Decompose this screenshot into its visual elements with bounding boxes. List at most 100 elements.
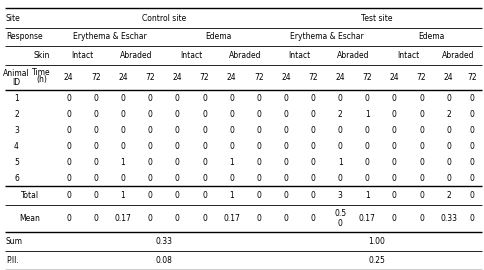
Text: 72: 72 (417, 73, 426, 82)
Text: Total: Total (21, 191, 39, 200)
Text: 0: 0 (392, 214, 397, 223)
Text: 0: 0 (93, 126, 98, 135)
Text: ID: ID (13, 78, 20, 87)
Text: 1: 1 (338, 158, 343, 167)
Text: 2: 2 (446, 191, 451, 200)
Text: 0: 0 (392, 191, 397, 200)
Text: 3: 3 (338, 191, 343, 200)
Text: 0: 0 (446, 142, 451, 151)
Text: 0: 0 (284, 174, 288, 183)
Text: 0.5: 0.5 (334, 209, 346, 218)
Text: 0: 0 (338, 174, 343, 183)
Text: 0: 0 (365, 174, 370, 183)
Text: 0: 0 (121, 110, 125, 119)
Text: 0: 0 (446, 174, 451, 183)
Text: 0: 0 (392, 110, 397, 119)
Text: 0: 0 (469, 191, 474, 200)
Text: 0: 0 (284, 214, 288, 223)
Text: 0: 0 (121, 142, 125, 151)
Text: 0: 0 (202, 174, 207, 183)
Text: 0: 0 (419, 174, 424, 183)
Text: P.II.: P.II. (6, 256, 18, 265)
Text: 1: 1 (365, 110, 370, 119)
Text: 1: 1 (229, 191, 234, 200)
Text: 72: 72 (254, 73, 263, 82)
Text: 0: 0 (469, 214, 474, 223)
Text: Abraded: Abraded (229, 51, 261, 60)
Text: 72: 72 (199, 73, 209, 82)
Text: Test site: Test site (361, 14, 393, 23)
Text: Time: Time (32, 68, 51, 77)
Text: 72: 72 (467, 73, 477, 82)
Text: Abraded: Abraded (121, 51, 153, 60)
Text: 0: 0 (66, 110, 71, 119)
Text: 0: 0 (365, 94, 370, 103)
Text: 0: 0 (419, 142, 424, 151)
Text: 0: 0 (148, 142, 152, 151)
Text: 2: 2 (446, 110, 451, 119)
Text: 1: 1 (121, 158, 125, 167)
Text: 0: 0 (311, 110, 316, 119)
Text: 0: 0 (365, 142, 370, 151)
Text: 1: 1 (365, 191, 370, 200)
Text: Edema: Edema (205, 32, 231, 42)
Text: 24: 24 (227, 73, 236, 82)
Text: 0: 0 (338, 219, 343, 228)
Text: 0.33: 0.33 (155, 237, 172, 246)
Text: 0: 0 (121, 126, 125, 135)
Text: 0: 0 (284, 142, 288, 151)
Text: 0: 0 (148, 214, 152, 223)
Text: 0: 0 (66, 142, 71, 151)
Text: 0: 0 (446, 126, 451, 135)
Text: 72: 72 (145, 73, 155, 82)
Text: 0: 0 (338, 142, 343, 151)
Text: 0: 0 (66, 214, 71, 223)
Text: 0: 0 (175, 94, 180, 103)
Text: 0: 0 (419, 110, 424, 119)
Text: 3: 3 (14, 126, 19, 135)
Text: 2: 2 (14, 110, 19, 119)
Text: 0: 0 (229, 142, 234, 151)
Text: 0: 0 (175, 214, 180, 223)
Text: 0: 0 (365, 126, 370, 135)
Text: 0: 0 (256, 110, 261, 119)
Text: 0: 0 (93, 142, 98, 151)
Text: 0: 0 (175, 142, 180, 151)
Text: Intact: Intact (288, 51, 311, 60)
Text: 4: 4 (14, 142, 19, 151)
Text: 24: 24 (444, 73, 454, 82)
Text: 72: 72 (363, 73, 372, 82)
Text: 2: 2 (338, 110, 343, 119)
Text: 0: 0 (175, 110, 180, 119)
Text: 1: 1 (229, 158, 234, 167)
Text: 0: 0 (419, 158, 424, 167)
Text: 0.25: 0.25 (368, 256, 385, 265)
Text: 0: 0 (311, 142, 316, 151)
Text: 0: 0 (419, 126, 424, 135)
Text: 0: 0 (256, 126, 261, 135)
Text: Sum: Sum (6, 237, 23, 246)
Text: 0: 0 (338, 94, 343, 103)
Text: 0: 0 (311, 94, 316, 103)
Text: Animal: Animal (3, 69, 30, 78)
Text: 0: 0 (392, 94, 397, 103)
Text: 0: 0 (66, 126, 71, 135)
Text: 0: 0 (93, 158, 98, 167)
Text: 0: 0 (121, 94, 125, 103)
Text: 0: 0 (93, 214, 98, 223)
Text: Intact: Intact (397, 51, 419, 60)
Text: 0: 0 (202, 142, 207, 151)
Text: 0: 0 (148, 94, 152, 103)
Text: 0: 0 (284, 191, 288, 200)
Text: 0: 0 (93, 174, 98, 183)
Text: 0: 0 (446, 94, 451, 103)
Text: Edema: Edema (418, 32, 444, 42)
Text: 24: 24 (118, 73, 128, 82)
Text: 0: 0 (469, 110, 474, 119)
Text: 0: 0 (175, 191, 180, 200)
Text: 0: 0 (229, 94, 234, 103)
Text: 0: 0 (256, 94, 261, 103)
Text: 0: 0 (392, 174, 397, 183)
Text: 0.17: 0.17 (223, 214, 240, 223)
Text: 0.08: 0.08 (155, 256, 172, 265)
